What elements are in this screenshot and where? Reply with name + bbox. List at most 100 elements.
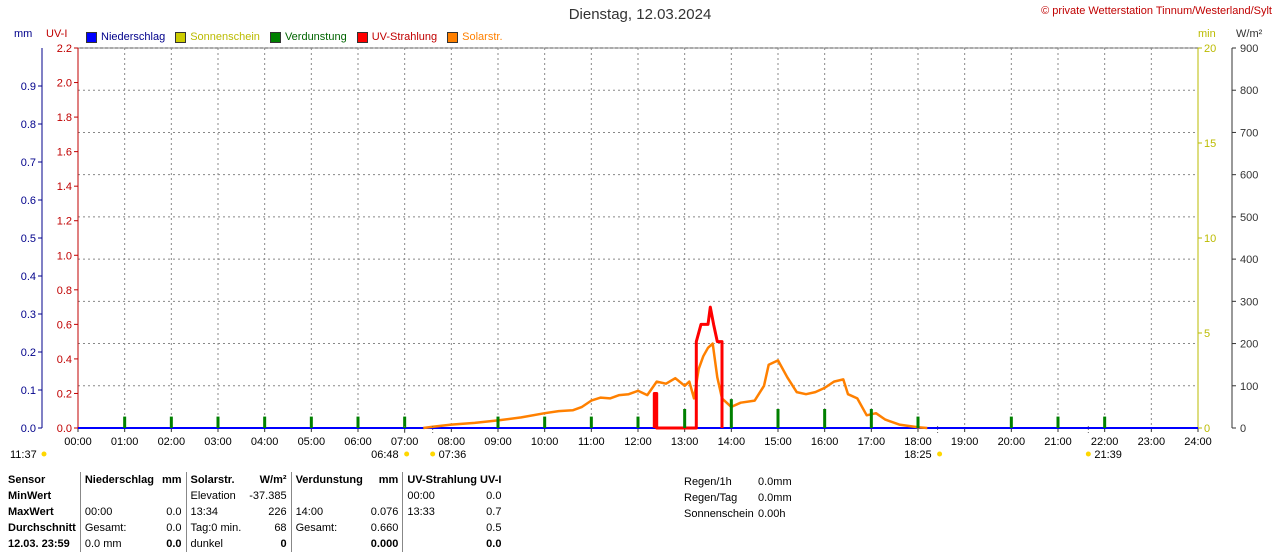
cell: 00:00 (79, 504, 158, 520)
header-sensor: Sensor (8, 474, 46, 486)
header-verdunstung: Verdunstung (290, 472, 367, 488)
x-tick-label: 06:00 (344, 436, 372, 448)
x-tick-label: 20:00 (998, 436, 1026, 448)
copyright-label: © private Wetterstation Tinnum/Westerlan… (1041, 5, 1272, 17)
cell: 0 (280, 538, 287, 550)
cell: 00:00 (402, 488, 466, 504)
uv-tick-label: 1.8 (57, 112, 72, 124)
cell: 0.5 (486, 522, 502, 534)
header-solar: Solarstr. (185, 472, 246, 488)
cell: -37.385 (249, 490, 287, 502)
verdunstung-bar (216, 416, 220, 428)
legend-item-verdunstung: Verdunstung (269, 31, 347, 43)
time-marker-label: 11:37 (10, 449, 37, 461)
sun-marker-icon (937, 451, 943, 457)
time-marker-label: 06:48 (371, 449, 399, 461)
header-solar-unit: W/m² (259, 474, 287, 486)
x-tick-label: 03:00 (204, 436, 232, 448)
cell: 0.7 (486, 506, 502, 518)
uv-tick-label: 1.6 (57, 147, 72, 159)
cell: Elevation (185, 488, 246, 504)
cell: 0.0 mm (79, 536, 158, 552)
verdunstung-bar (729, 399, 733, 428)
x-tick-label: 07:00 (391, 436, 419, 448)
wm2-tick-label: 200 (1240, 339, 1258, 351)
header-niederschlag: Niederschlag (79, 472, 158, 488)
legend-item-solar: Solarstr. (447, 31, 503, 43)
cell: Tag:0 min. (185, 520, 246, 536)
sun-marker-icon (404, 451, 410, 457)
cell: 14:00 (290, 504, 367, 520)
stats-row: MaxWert 00:00 0.0 13:34 226 14:00 0.076 … (4, 504, 505, 520)
x-tick-label: 04:00 (251, 436, 279, 448)
stats-table: Sensor Niederschlag mm Solarstr. W/m² Ve… (4, 472, 506, 552)
stats-row: Durchschnitt Gesamt: 0.0 Tag:0 min. 68 G… (4, 520, 505, 536)
x-tick-label: 24:00 (1184, 436, 1212, 448)
uv-tick-label: 0.8 (57, 285, 72, 297)
header-uv: UV-Strahlung UV-I (402, 472, 506, 488)
time-marker-label: 21:39 (1094, 449, 1122, 461)
sun-marker-icon (1085, 451, 1091, 457)
cell (402, 536, 466, 552)
x-tick-label: 10:00 (531, 436, 559, 448)
weather-chart: 00:00 01:00 02:00 03:00 04:00 05:00 06:00 07:00… (10, 43, 1258, 461)
legend-swatch (86, 31, 97, 43)
rain-day-row: Regen/Tag 0.0mm (684, 492, 792, 504)
wm2-tick-label: 600 (1240, 170, 1258, 182)
x-tick-label: 09:00 (484, 436, 512, 448)
legend-swatch (356, 31, 368, 43)
uv-tick-label: 0.0 (57, 423, 72, 435)
verdunstung-bar (589, 416, 593, 428)
stats-row: 12.03. 23:59 0.0 mm 0.0 dunkel 0 0.000 0… (4, 536, 505, 552)
min-axis-unit: min (1198, 28, 1216, 40)
uv-tick-label: 2.2 (57, 43, 72, 55)
mm-tick-label: 0.4 (21, 271, 36, 283)
mm-tick-label: 0.7 (21, 157, 36, 169)
cell: 0.660 (370, 522, 399, 534)
mm-tick-label: 0.9 (21, 81, 36, 93)
min-tick-label: 15 (1204, 138, 1216, 150)
uv-tick-label: 1.2 (57, 216, 72, 228)
verdunstung-bar (1103, 416, 1107, 428)
header-verd-unit: mm (378, 474, 399, 486)
row-label: MinWert (8, 490, 52, 502)
mm-tick-label: 0.8 (21, 119, 36, 131)
verdunstung-bar (869, 409, 873, 428)
wm2-tick-label: 700 (1240, 127, 1258, 139)
x-tick-label: 14:00 (718, 436, 746, 448)
verdunstung-bar (123, 416, 127, 428)
x-tick-label: 11:00 (578, 436, 605, 448)
verdunstung-bar (683, 409, 687, 428)
cell (402, 520, 466, 536)
cell: 13:34 (185, 504, 246, 520)
row-label: 12.03. 23:59 (8, 538, 70, 550)
stats-header-row: Sensor Niederschlag mm Solarstr. W/m² Ve… (4, 472, 506, 488)
legend-swatch (447, 31, 459, 43)
mm-tick-label: 0.6 (21, 195, 36, 207)
mm-tick-label: 0.1 (21, 385, 36, 397)
x-tick-label: 15:00 (764, 436, 792, 448)
sun-marker-icon (41, 451, 47, 457)
header-nied-unit: mm (161, 474, 182, 486)
mm-tick-label: 0.3 (21, 309, 36, 321)
x-tick-label: 00:00 (64, 436, 92, 448)
rain-summary: Regen/1h 0.0mm Regen/Tag 0.0mm Sonnenschei… (684, 474, 792, 522)
cell: 13:33 (402, 504, 466, 520)
uv-tick-label: 1.0 (57, 250, 72, 262)
chart-legend: Niederschlag Sonnenschein Verdunstung UV… (86, 31, 503, 43)
cell (158, 488, 186, 504)
legend-swatch (175, 31, 187, 43)
uv-tick-label: 0.4 (57, 354, 72, 366)
verdunstung-bar (636, 416, 640, 428)
x-tick-label: 13:00 (671, 436, 699, 448)
uv-tick-label: 0.2 (57, 388, 72, 400)
verdunstung-bar (263, 416, 267, 428)
cell: 0.0 (166, 522, 182, 534)
cell: 0.000 (370, 538, 399, 550)
cell: 0.076 (370, 506, 399, 518)
min-tick-label: 0 (1204, 423, 1210, 435)
verdunstung-bar (356, 416, 360, 428)
wm2-axis-unit: W/m² (1236, 28, 1263, 40)
mm-axis-unit: mm (14, 28, 33, 40)
x-tick-label: 01:00 (111, 436, 139, 448)
